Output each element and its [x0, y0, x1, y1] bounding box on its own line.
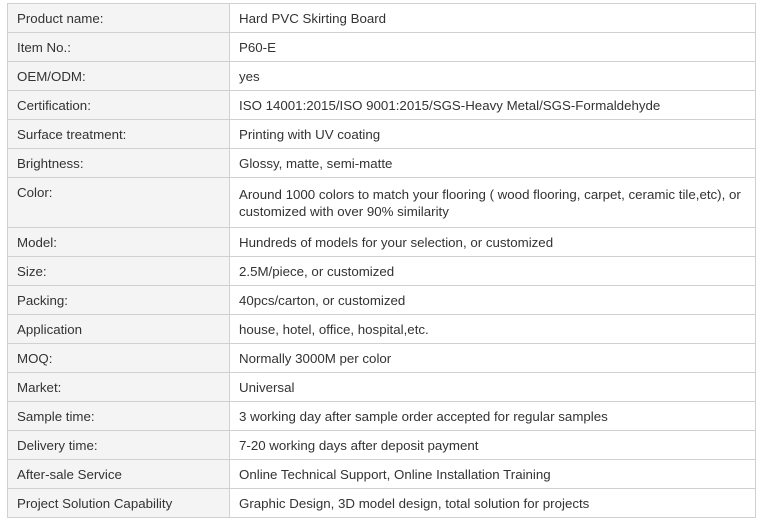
spec-label: OEM/ODM:: [7, 61, 230, 91]
spec-label: Item No.:: [7, 32, 230, 62]
spec-value: Glossy, matte, semi-matte: [229, 148, 756, 178]
spec-label: Size:: [7, 256, 230, 286]
spec-value: Online Technical Support, Online Install…: [229, 459, 756, 489]
table-row: Sample time: 3 working day after sample o…: [7, 401, 756, 431]
table-row: Product name: Hard PVC Skirting Board: [7, 3, 756, 33]
spec-label: Packing:: [7, 285, 230, 315]
spec-label: Delivery time:: [7, 430, 230, 460]
spec-label: Surface treatment:: [7, 119, 230, 149]
spec-value: 2.5M/piece, or customized: [229, 256, 756, 286]
spec-value: Normally 3000M per color: [229, 343, 756, 373]
spec-value: Hundreds of models for your selection, o…: [229, 227, 756, 257]
table-row: Size: 2.5M/piece, or customized: [7, 256, 756, 286]
table-row: Brightness: Glossy, matte, semi-matte: [7, 148, 756, 178]
table-row: Delivery time: 7-20 working days after de…: [7, 430, 756, 460]
spec-value: yes: [229, 61, 756, 91]
spec-value: Hard PVC Skirting Board: [229, 3, 756, 33]
table-row: Project Solution Capability Graphic Desig…: [7, 488, 756, 518]
table-row: After-sale Service Online Technical Suppo…: [7, 459, 756, 489]
spec-value: house, hotel, office, hospital,etc.: [229, 314, 756, 344]
spec-label: Project Solution Capability: [7, 488, 230, 518]
table-row: MOQ: Normally 3000M per color: [7, 343, 756, 373]
spec-value: Universal: [229, 372, 756, 402]
spec-label: MOQ:: [7, 343, 230, 373]
spec-label: Application: [7, 314, 230, 344]
table-row: Application house, hotel, office, hospita…: [7, 314, 756, 344]
table-row: Packing: 40pcs/carton, or customized: [7, 285, 756, 315]
spec-label: Model:: [7, 227, 230, 257]
spec-value: Graphic Design, 3D model design, total s…: [229, 488, 756, 518]
product-spec-table: Product name: Hard PVC Skirting Board Item…: [7, 3, 756, 518]
spec-value: 3 working day after sample order accepte…: [229, 401, 756, 431]
spec-label: Sample time:: [7, 401, 230, 431]
spec-label: Product name:: [7, 3, 230, 33]
spec-label: Certification:: [7, 90, 230, 120]
table-row: Surface treatment: Printing with UV coati…: [7, 119, 756, 149]
spec-value: P60-E: [229, 32, 756, 62]
spec-label: Brightness:: [7, 148, 230, 178]
spec-value: 7-20 working days after deposit payment: [229, 430, 756, 460]
spec-label: Market:: [7, 372, 230, 402]
table-row: Certification: ISO 14001:2015/ISO 9001:20…: [7, 90, 756, 120]
table-row: Item No.: P60-E: [7, 32, 756, 62]
spec-label: After-sale Service: [7, 459, 230, 489]
table-row: Color: Around 1000 colors to match your f…: [7, 177, 756, 228]
spec-label: Color:: [7, 177, 230, 228]
table-row: OEM/ODM: yes: [7, 61, 756, 91]
table-row: Model: Hundreds of models for your select…: [7, 227, 756, 257]
spec-value: ISO 14001:2015/ISO 9001:2015/SGS-Heavy M…: [229, 90, 756, 120]
spec-value: Printing with UV coating: [229, 119, 756, 149]
spec-value: 40pcs/carton, or customized: [229, 285, 756, 315]
spec-value: Around 1000 colors to match your floorin…: [229, 177, 756, 228]
table-row: Market: Universal: [7, 372, 756, 402]
